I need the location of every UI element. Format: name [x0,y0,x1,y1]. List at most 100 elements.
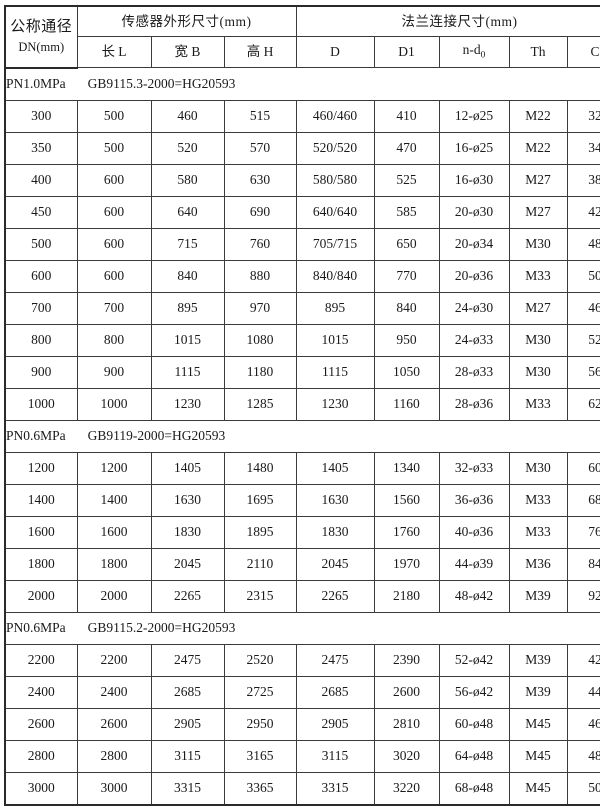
table-cell: 2000 [76,579,152,613]
cell-dn: 1400 [4,483,78,517]
table-cell: 650 [373,227,440,261]
cell-dn: 400 [4,163,78,197]
table-cell: 50 [566,259,600,293]
table-cell: 470 [373,131,440,165]
table-cell: M39 [508,579,568,613]
table-cell: 2265 [150,579,225,613]
table-cell: 60-ø48 [438,707,510,741]
table-cell: 3115 [150,739,225,773]
table-cell: 52 [566,323,600,357]
table-cell: 24-ø30 [438,291,510,325]
cell-dn: 450 [4,195,78,229]
cell-dn: 500 [4,227,78,261]
table-cell: 2475 [295,643,375,677]
header-nominal-diameter: 公称通径 DN(mm) [4,5,78,69]
table-cell: 970 [223,291,297,325]
table-cell: 705/715 [295,227,375,261]
table-cell: 1160 [373,387,440,421]
table-cell: 3220 [373,771,440,805]
table-cell: M45 [508,739,568,773]
table-cell: 525 [373,163,440,197]
table-cell: 1830 [150,515,225,549]
table-cell: 2180 [373,579,440,613]
table-cell: 1180 [223,355,297,389]
table-cell: 1015 [295,323,375,357]
header-col-Th: Th [508,36,568,68]
table-cell: 1630 [295,483,375,517]
table-cell: 2475 [150,643,225,677]
table-cell: 640/640 [295,195,375,229]
table-cell: 1895 [223,515,297,549]
table-cell: 1695 [223,483,297,517]
table-cell: 690 [223,195,297,229]
table-cell: 950 [373,323,440,357]
table-cell: 2810 [373,707,440,741]
table-cell: 3365 [223,771,297,805]
table-cell: 1600 [76,515,152,549]
table-cell: 44 [566,675,600,709]
table-cell: 3165 [223,739,297,773]
cell-dn: 300 [4,99,78,133]
table-cell: 2110 [223,547,297,581]
table-cell: 760 [223,227,297,261]
table-cell: 3115 [295,739,375,773]
table-cell: 52-ø42 [438,643,510,677]
table-cell: 44-ø39 [438,547,510,581]
table-cell: 900 [76,355,152,389]
table-cell: M33 [508,387,568,421]
table-cell: 32-ø33 [438,451,510,485]
table-cell: 24-ø33 [438,323,510,357]
table-cell: 1970 [373,547,440,581]
table-cell: 1340 [373,451,440,485]
table-cell: 16-ø30 [438,163,510,197]
table-cell: M39 [508,643,568,677]
table-cell: 2800 [76,739,152,773]
table-cell: 38 [566,163,600,197]
table-cell: 2315 [223,579,297,613]
table-cell: M30 [508,227,568,261]
table-cell: 1115 [295,355,375,389]
header-col-C: C [566,36,600,68]
table-cell: 56-ø42 [438,675,510,709]
header-col-L: 长 L [76,36,152,68]
table-cell: 1830 [295,515,375,549]
table-cell: 1230 [150,387,225,421]
table-cell: 2390 [373,643,440,677]
table-cell: 36-ø36 [438,483,510,517]
table-cell: 16-ø25 [438,131,510,165]
table-cell: M30 [508,451,568,485]
table-cell: 800 [76,323,152,357]
table-cell: 20-ø30 [438,195,510,229]
table-cell: 3000 [76,771,152,805]
table-cell: 600 [76,259,152,293]
table-cell: 2045 [295,547,375,581]
table-cell: 515 [223,99,297,133]
table-cell: M45 [508,771,568,805]
table-cell: 600 [76,195,152,229]
table-cell: 500 [76,99,152,133]
cell-dn: 800 [4,323,78,357]
table-cell: 1800 [76,547,152,581]
cell-dn: 2600 [4,707,78,741]
table-cell: M39 [508,675,568,709]
table-cell: 2600 [373,675,440,709]
table-cell: 1200 [76,451,152,485]
header-nd-text: n-d [462,42,481,58]
table-cell: 715 [150,227,225,261]
table-cell: 34 [566,131,600,165]
table-cell: 2905 [295,707,375,741]
header-sensor-dimensions: 传感器外形尺寸(mm) [76,5,297,37]
table-cell: 2685 [150,675,225,709]
cell-dn: 700 [4,291,78,325]
table-cell: 2520 [223,643,297,677]
table-cell: 60 [566,451,600,485]
